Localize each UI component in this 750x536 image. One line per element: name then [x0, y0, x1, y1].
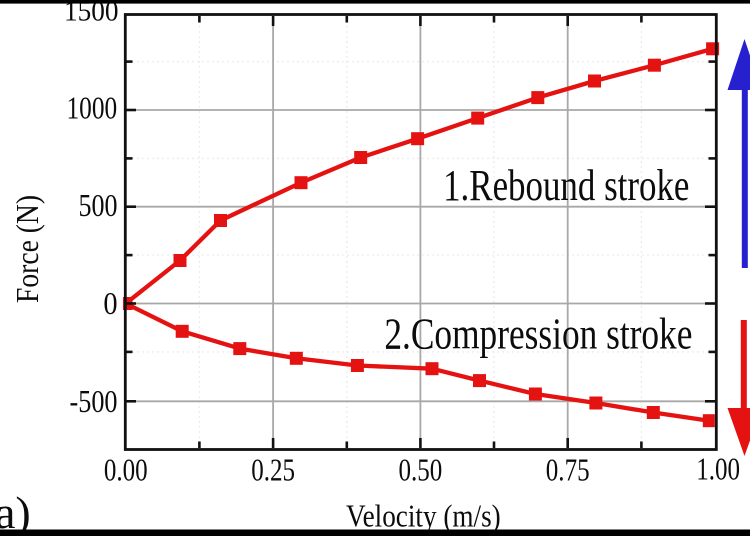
svg-text:0.25: 0.25 [251, 452, 295, 488]
svg-text:2.Compression stroke: 2.Compression stroke [384, 309, 692, 358]
svg-text:1.Rebound stroke: 1.Rebound stroke [443, 161, 689, 210]
svg-text:0.00: 0.00 [104, 452, 148, 488]
svg-text:0: 0 [103, 285, 117, 321]
svg-text:-500: -500 [70, 383, 118, 419]
svg-text:1000: 1000 [67, 90, 118, 126]
svg-text:0.50: 0.50 [399, 452, 443, 488]
svg-text:a): a) [0, 487, 31, 536]
svg-text:500: 500 [79, 187, 118, 223]
svg-text:1.00: 1.00 [696, 451, 740, 487]
svg-text:Force (N): Force (N) [9, 195, 45, 303]
svg-text:1500: 1500 [64, 0, 119, 28]
svg-text:0.75: 0.75 [546, 452, 590, 488]
svg-text:Velocity (m/s): Velocity (m/s) [346, 497, 501, 533]
